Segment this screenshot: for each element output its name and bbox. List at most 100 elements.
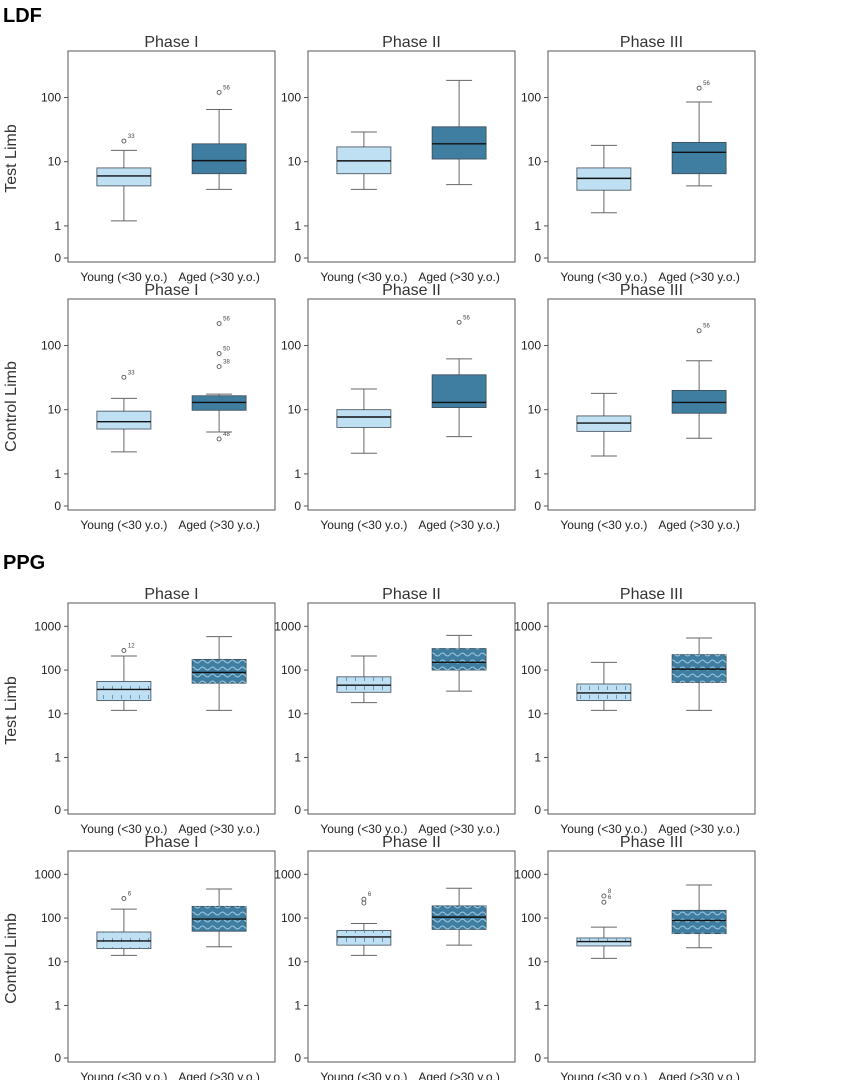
box-aged: 56	[671, 324, 727, 439]
outlier-point	[216, 89, 222, 95]
y-tick-label: 0	[294, 499, 301, 513]
panel-title: Phase II	[382, 834, 441, 851]
box-iqr	[431, 126, 487, 160]
y-tick-label: 10	[528, 707, 542, 721]
box-young	[336, 655, 392, 704]
outlier-label: 38	[223, 360, 230, 366]
y-tick-label: 1	[294, 219, 301, 233]
outlier-point	[696, 328, 702, 334]
plot-frame	[547, 298, 756, 511]
box-pattern	[192, 659, 247, 684]
x-category-label: Aged (>30 y.o.)	[658, 270, 740, 284]
x-category-label: Aged (>30 y.o.)	[178, 518, 260, 532]
y-tick-label: 1	[294, 999, 301, 1013]
y-tick-label: 0	[534, 251, 541, 265]
y-tick-label: 0	[534, 499, 541, 513]
y-tick-label: 1	[54, 751, 61, 765]
y-tick-label: 100	[41, 339, 61, 353]
x-category-label: Young (<30 y.o.)	[80, 822, 167, 836]
y-tick-label: 1	[294, 751, 301, 765]
outlier-label: 56	[703, 81, 710, 87]
box-young	[576, 392, 632, 457]
x-category-label: Young (<30 y.o.)	[80, 518, 167, 532]
outlier-point	[121, 138, 127, 144]
y-tick-label: 0	[294, 251, 301, 265]
y-tick-label: 10	[48, 403, 62, 417]
y-tick-label: 10	[48, 707, 62, 721]
x-category-label: Aged (>30 y.o.)	[178, 270, 260, 284]
panel-phase-iii: Phase III 0 1 10 100 Young (<30 y.o.) 56 Aged (…	[521, 282, 756, 532]
box-aged: 48 38 50 56	[191, 317, 247, 442]
panel-title: Phase I	[144, 586, 198, 603]
y-tick-label: 10	[528, 955, 542, 969]
panel-title: Phase I	[144, 282, 198, 299]
x-category-label: Young (<30 y.o.)	[320, 518, 407, 532]
box-aged: 56	[191, 85, 247, 190]
box-young: 6	[336, 892, 392, 956]
plot-frame	[307, 602, 516, 815]
plot-frame	[307, 850, 516, 1063]
outlier-point	[121, 648, 127, 653]
y-axis-label: Test Limb	[3, 676, 20, 745]
outlier-point	[456, 319, 462, 325]
y-tick-label: 0	[534, 803, 541, 817]
box-young: 12	[96, 643, 152, 711]
section-title: PPG	[3, 552, 45, 574]
box-aged: 56	[431, 315, 487, 438]
box-aged: 56	[671, 81, 727, 187]
plot-frame	[67, 50, 276, 263]
outlier-label: 33	[128, 134, 135, 140]
y-tick-label: 1	[534, 751, 541, 765]
box-pattern	[672, 910, 727, 934]
x-category-label: Young (<30 y.o.)	[320, 270, 407, 284]
outlier-point	[216, 436, 222, 442]
y-tick-label: 1000	[274, 867, 301, 881]
outlier-point	[121, 896, 127, 901]
panel-phase-ii: Phase II 0 1 10 100 Young (<30 y.o.) Aged (>30…	[281, 34, 516, 284]
x-category-label: Young (<30 y.o.)	[560, 270, 647, 284]
y-tick-label: 1	[294, 467, 301, 481]
box-aged	[671, 884, 727, 949]
y-tick-label: 100	[521, 91, 541, 105]
y-tick-label: 0	[534, 1051, 541, 1065]
y-tick-label: 10	[288, 707, 302, 721]
x-category-label: Aged (>30 y.o.)	[418, 1070, 500, 1080]
outlier-point	[601, 899, 607, 905]
box-aged	[431, 634, 487, 692]
outlier-point	[361, 900, 367, 906]
plot-frame	[547, 850, 756, 1063]
outlier-label: 6	[368, 892, 372, 898]
y-tick-label: 1000	[34, 867, 61, 881]
y-tick-label: 10	[288, 955, 302, 969]
panel-phase-i: Phase I 0 1 10 100 1000 6 Young (<30 y.o.) Aged …	[34, 834, 276, 1080]
box-pattern	[432, 648, 487, 671]
plot-frame	[307, 50, 516, 263]
y-tick-label: 0	[54, 803, 61, 817]
y-tick-label: 1	[534, 219, 541, 233]
panel-phase-iii: Phase III 0 1 10 100 1000 68 Young (<30 y.o.) Ag…	[514, 834, 756, 1080]
panel-title: Phase II	[382, 34, 441, 51]
outlier-label: 56	[223, 317, 230, 323]
x-category-label: Aged (>30 y.o.)	[658, 518, 740, 532]
box-young: 68	[576, 889, 632, 959]
outlier-label: 56	[703, 324, 710, 330]
box-iqr	[96, 410, 152, 430]
y-tick-label: 0	[294, 1051, 301, 1065]
y-tick-label: 1000	[514, 867, 541, 881]
box-young	[336, 131, 392, 190]
plot-frame	[547, 602, 756, 815]
outlier-label: 12	[128, 643, 135, 649]
box-aged	[191, 636, 247, 711]
y-tick-label: 0	[54, 251, 61, 265]
y-tick-label: 0	[294, 803, 301, 817]
x-category-label: Young (<30 y.o.)	[80, 270, 167, 284]
outlier-point	[216, 364, 222, 370]
panel-title: Phase III	[620, 282, 683, 299]
x-category-label: Young (<30 y.o.)	[320, 1070, 407, 1080]
